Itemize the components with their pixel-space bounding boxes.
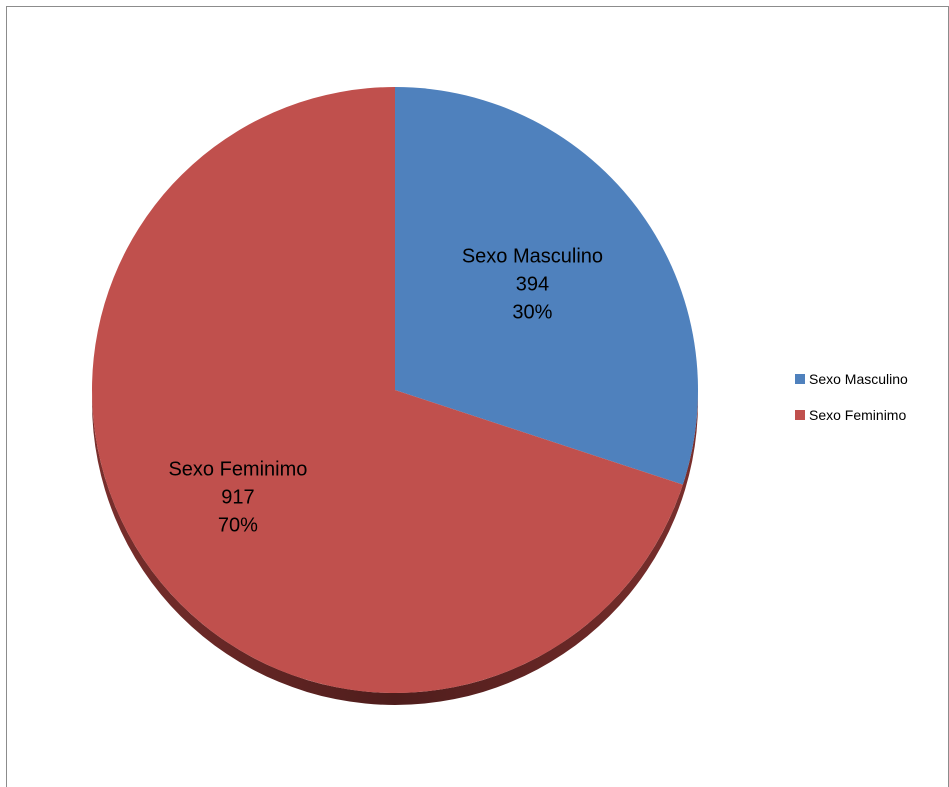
slice-label-percent-sexo-masculino: 30% <box>512 301 552 323</box>
slice-labels: Sexo Masculino 394 30% Sexo Feminimo 917 70% <box>168 245 603 536</box>
slice-label-value-sexo-feminimo: 917 <box>221 487 254 509</box>
legend-swatch-sexo-feminimo <box>795 410 805 420</box>
slice-label-category-sexo-feminimo: Sexo Feminimo <box>168 459 307 481</box>
slice-label-category-sexo-masculino: Sexo Masculino <box>462 245 603 267</box>
legend-label-sexo-feminimo: Sexo Feminimo <box>809 407 906 423</box>
legend-label-sexo-masculino: Sexo Masculino <box>809 371 908 387</box>
pie-slice-sexo-feminimo <box>92 87 683 693</box>
legend: Sexo Masculino Sexo Feminimo <box>795 371 908 423</box>
pie-layer <box>92 87 698 705</box>
slice-label-percent-sexo-feminimo: 70% <box>218 515 258 537</box>
legend-swatch-sexo-masculino <box>795 374 805 384</box>
slice-label-value-sexo-masculino: 394 <box>516 273 549 295</box>
pie-slice-sexo-masculino <box>395 87 698 485</box>
